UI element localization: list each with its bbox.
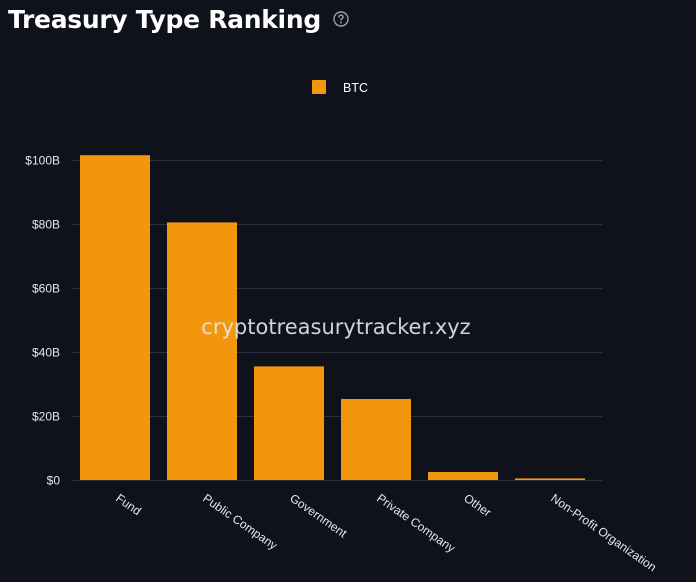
bars (80, 155, 585, 480)
bar-non-profit-organization[interactable] (515, 478, 585, 480)
x-tick-label: Other (461, 491, 494, 520)
grid-lines (72, 160, 602, 481)
bar-private-company[interactable] (341, 399, 411, 480)
bar-other[interactable] (428, 472, 498, 480)
y-tick-label: $100B (25, 154, 60, 168)
y-axis-ticks: $0 $20B $40B $60B $80B $100B (25, 154, 60, 488)
x-tick-label: Government (287, 491, 350, 541)
x-tick-label: Fund (113, 491, 143, 518)
y-tick-label: $20B (32, 410, 60, 424)
watermark-text: cryptotreasurytracker.xyz (201, 315, 470, 339)
legend-swatch-btc[interactable] (312, 80, 326, 94)
legend[interactable]: BTC (312, 80, 368, 95)
y-tick-label: $0 (47, 474, 61, 488)
x-tick-label: Private Company (374, 491, 457, 555)
y-tick-label: $40B (32, 346, 60, 360)
bar-government[interactable] (254, 366, 324, 480)
legend-label-btc[interactable]: BTC (343, 81, 368, 95)
header: Treasury Type Ranking (8, 2, 349, 36)
x-axis-ticks: Fund Public Company Government Private Comp… (113, 491, 659, 574)
x-tick-label: Public Company (200, 491, 280, 553)
bar-public-company[interactable] (167, 222, 237, 480)
y-tick-label: $60B (32, 282, 60, 296)
x-tick-label: Non-Profit Organization (548, 491, 659, 574)
help-circle-icon[interactable] (333, 11, 349, 27)
bar-fund[interactable] (80, 155, 150, 480)
y-tick-label: $80B (32, 218, 60, 232)
page-title: Treasury Type Ranking (8, 4, 321, 34)
